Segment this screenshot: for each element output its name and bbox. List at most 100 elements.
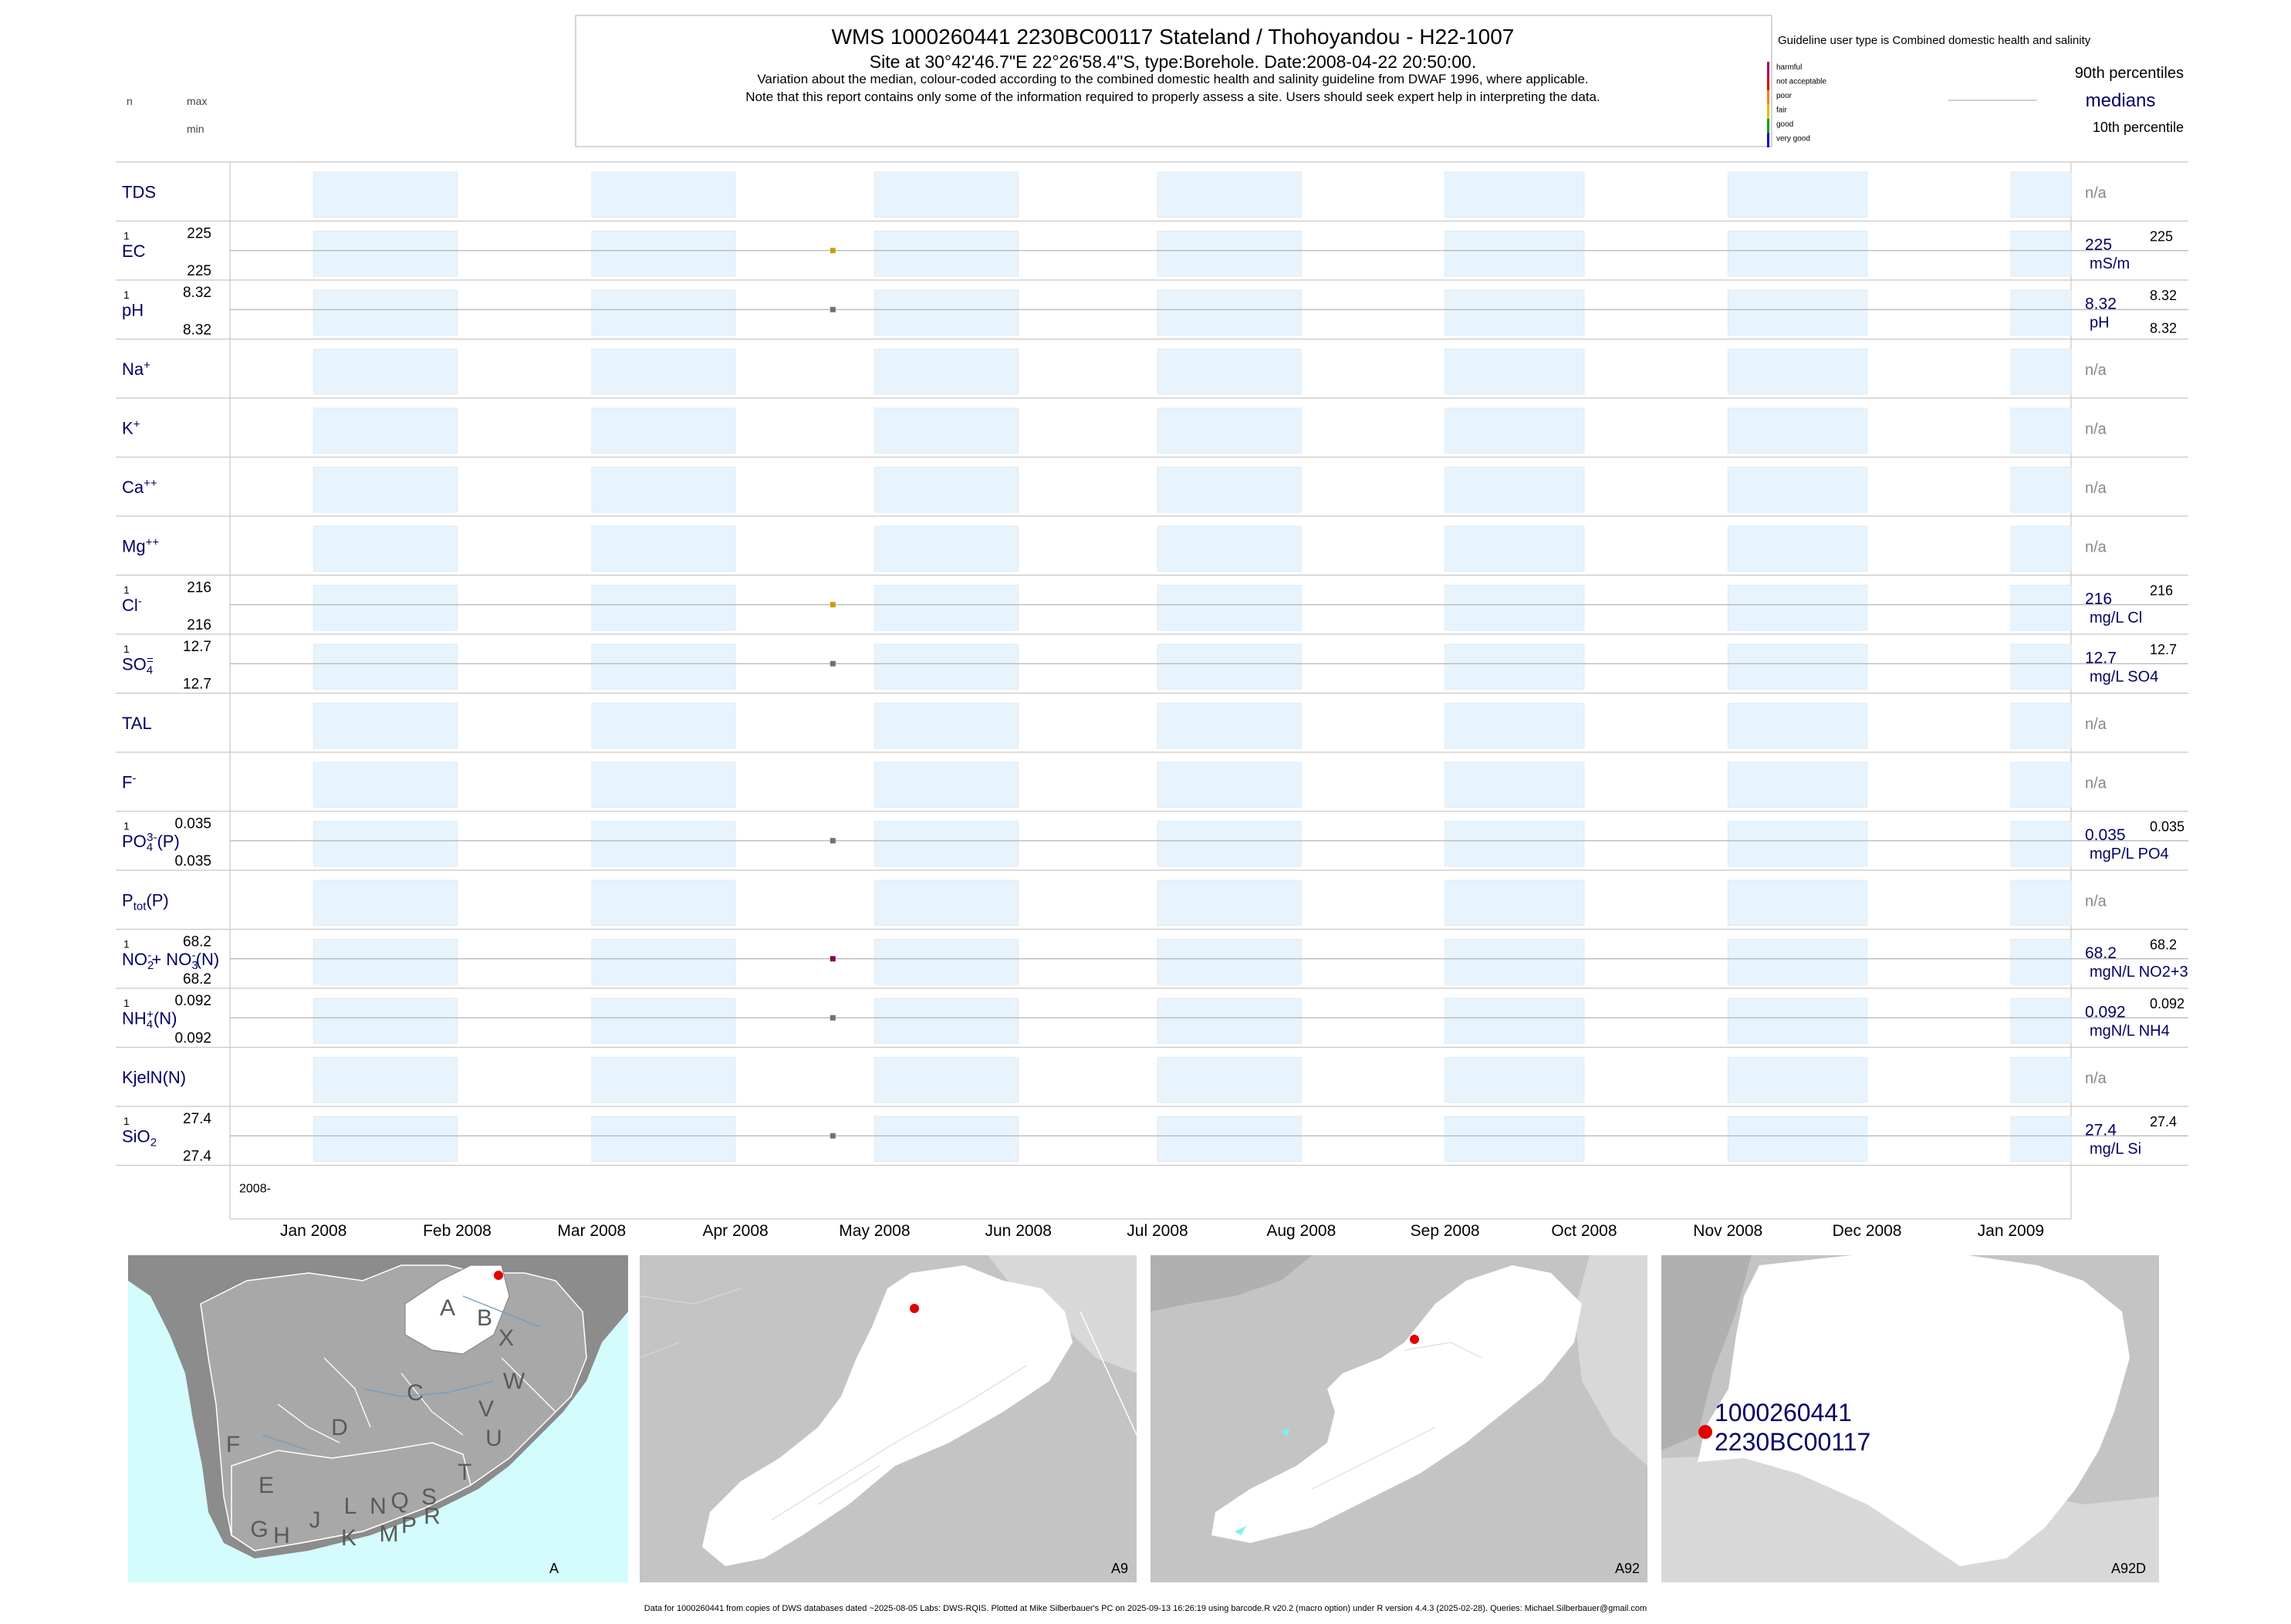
row-max: 225 [187, 226, 211, 242]
month-band [1445, 1116, 1585, 1162]
guideline-label-not-acceptable: not acceptable [1776, 78, 1826, 86]
row-unit: mg/L Cl [2090, 609, 2142, 626]
month-band [313, 231, 458, 277]
row-p90: 8.32 [2150, 288, 2177, 303]
month-band [1157, 231, 1302, 277]
row-p90: 0.035 [2150, 819, 2185, 835]
map-region-letter: H [273, 1523, 290, 1548]
row-unit: mgP/L PO4 [2090, 846, 2169, 863]
row-na: n/a [2085, 480, 2107, 497]
footer-note: Data for 1000260441 from copies of DWS d… [644, 1604, 1647, 1613]
month-band [1727, 525, 1867, 572]
row-n: 1 [123, 643, 130, 655]
month-band [1445, 1057, 1585, 1103]
month-band [1445, 407, 1585, 454]
row-unit: pH [2090, 314, 2110, 331]
row-na: n/a [2085, 775, 2107, 792]
row-median-value: 27.4 [2085, 1121, 2117, 1139]
month-band [874, 1057, 1019, 1103]
row-n: 1 [123, 230, 130, 242]
month-band [1157, 1057, 1302, 1103]
month-band [2010, 407, 2072, 454]
row-label: Ca++ [122, 477, 157, 497]
month-band [2010, 1057, 2072, 1103]
row-f: F-n/a [122, 771, 2107, 792]
map-a92-caption: A92 [1615, 1561, 1640, 1576]
month-band [2010, 821, 2072, 867]
month-band [591, 467, 736, 513]
month-band [591, 349, 736, 395]
month-band [2010, 467, 2072, 513]
month-band [313, 703, 458, 749]
map-region-letter: G [250, 1517, 268, 1542]
month-band [1445, 349, 1585, 395]
row-label: TDS [122, 182, 156, 201]
row-label: EC [122, 241, 146, 261]
report-description: Variation about the median, colour-coded… [757, 72, 1588, 86]
guideline-title: Guideline user type is Combined domestic… [1778, 34, 2091, 47]
row-na: n/a [2085, 184, 2107, 201]
month-band [591, 1057, 736, 1103]
month-band [591, 407, 736, 454]
row-max: 8.32 [183, 285, 211, 301]
x-tick-label: Nov 2008 [1693, 1222, 1762, 1240]
month-band [1157, 467, 1302, 513]
sample-mark [830, 306, 836, 312]
x-tick-label: Jan 2009 [1978, 1222, 2044, 1240]
map-a92d-caption: A92D [2111, 1561, 2146, 1576]
map-region-letter: V [478, 1396, 494, 1422]
map-a9-caption: A9 [1111, 1561, 1128, 1576]
x-axis: 2008- Jan 2008 Feb 2008 Mar 2008 Apr 2008 May… [239, 1183, 2044, 1241]
left-legend: n max min [127, 95, 207, 135]
month-band [591, 525, 736, 572]
sample-mark [830, 602, 836, 608]
map-region-letter: A [440, 1295, 455, 1321]
month-band [1157, 525, 1302, 572]
row-label: NH4+(N) [122, 1008, 177, 1031]
month-band [2010, 998, 2072, 1044]
sample-mark [830, 1133, 836, 1139]
month-band [591, 289, 736, 336]
month-band [874, 585, 1019, 631]
x-tick-label: Aug 2008 [1266, 1222, 1336, 1240]
map-region-letter: C [407, 1380, 424, 1406]
row-min: 12.7 [183, 677, 211, 693]
month-band [1445, 643, 1585, 690]
month-band [591, 703, 736, 749]
row-min: 225 [187, 263, 211, 279]
row-max: 216 [187, 580, 211, 596]
month-band [874, 349, 1019, 395]
x-axis-year-label: 2008- [239, 1183, 271, 1196]
month-band [591, 231, 736, 277]
report-title: WMS 1000260441 2230BC00117 Stateland / T… [832, 25, 1515, 49]
month-band [1157, 349, 1302, 395]
map-region-letter: B [477, 1305, 492, 1331]
legend-n: n [127, 95, 133, 107]
map-region-letter: R [424, 1504, 441, 1529]
legend-medians: medians [2086, 90, 2156, 111]
month-band [1445, 171, 1585, 218]
month-band [1157, 289, 1302, 336]
month-band [2010, 761, 2072, 808]
row-k: K+ n/a [122, 417, 2107, 437]
month-band [591, 939, 736, 985]
x-tick-label: Jun 2008 [985, 1222, 1052, 1240]
x-tick-label: Sep 2008 [1411, 1222, 1480, 1240]
month-band [1157, 761, 1302, 808]
month-band [1727, 171, 1867, 218]
month-band [874, 643, 1019, 690]
guideline-swatch-harmful [1767, 62, 1769, 76]
row-mg: Mg++ n/a [122, 535, 2107, 555]
month-band [1727, 939, 1867, 985]
x-tick-label: Mar 2008 [557, 1222, 626, 1240]
row-median-value: 0.035 [2085, 826, 2126, 844]
map-region-letter: K [341, 1525, 356, 1551]
month-band [1727, 467, 1867, 513]
month-band [1157, 939, 1302, 985]
row-max: 0.092 [174, 993, 211, 1009]
month-band [1445, 998, 1585, 1044]
